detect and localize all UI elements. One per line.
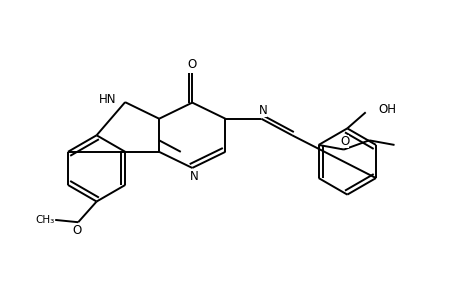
Text: N: N: [189, 170, 198, 183]
Text: O: O: [73, 224, 82, 237]
Text: N: N: [258, 104, 267, 117]
Text: O: O: [187, 58, 196, 71]
Text: OH: OH: [378, 103, 396, 116]
Text: HN: HN: [99, 93, 117, 106]
Text: CH₃: CH₃: [35, 215, 54, 225]
Text: O: O: [340, 135, 349, 148]
